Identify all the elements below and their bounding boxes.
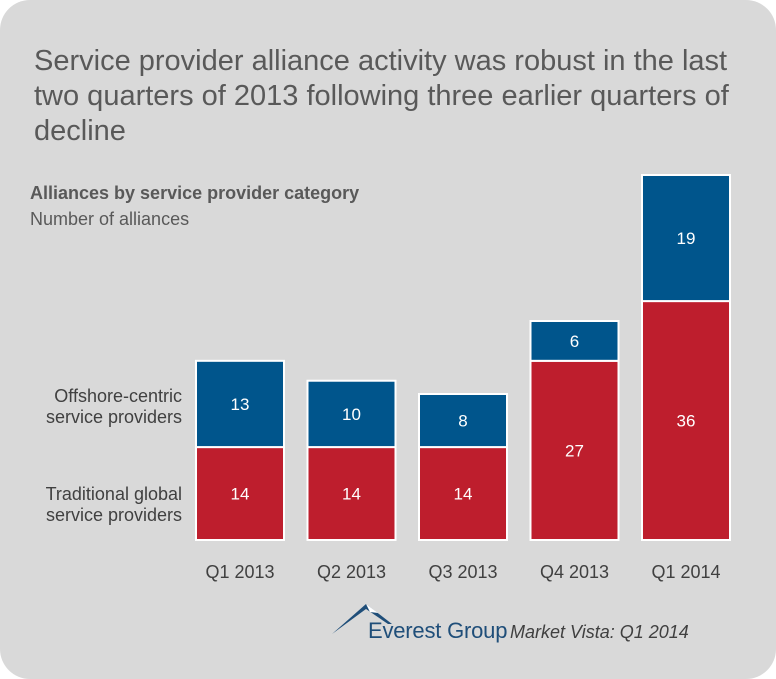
brand-name: Everest Group: [368, 618, 508, 643]
x-tick-label-2: Q2 2013: [317, 562, 386, 582]
footer: Everest Group Market Vista: Q1 2014: [330, 600, 770, 650]
bar-traditional-1: [195, 446, 285, 541]
legend-traditional: Traditional global service providers: [0, 484, 182, 526]
bar-offshore-3: [418, 393, 508, 449]
x-tick-label-4: Q4 2013: [540, 562, 609, 582]
bar-offshore-5: [641, 174, 731, 303]
data-label-offshore-3: 8: [458, 412, 467, 431]
bar-offshore-1: [195, 359, 285, 449]
chart-subtitle: Number of alliances: [30, 209, 190, 229]
data-label-traditional-3: 14: [454, 485, 473, 504]
x-tick-label-5: Q1 2014: [651, 562, 720, 582]
data-label-traditional-1: 14: [231, 485, 250, 504]
data-label-traditional-5: 36: [677, 412, 696, 431]
source-note: Market Vista: Q1 2014: [510, 622, 689, 642]
everest-mountain-logo-icon: [332, 604, 392, 634]
legend-traditional-line-2: service providers: [45, 505, 182, 525]
bar-traditional-3: [418, 446, 508, 541]
data-label-offshore-1: 13: [231, 395, 250, 414]
x-tick-label-3: Q3 2013: [428, 562, 497, 582]
data-label-traditional-4: 27: [565, 441, 584, 460]
headline: Service provider alliance activity was r…: [34, 45, 729, 147]
legend-offshore-line-2: service providers: [45, 407, 182, 427]
legend-offshore: Offshore-centric service providers: [0, 386, 182, 428]
bar-offshore-2: [306, 379, 397, 449]
chart-title: Alliances by service provider category: [30, 183, 360, 203]
data-label-offshore-2: 10: [342, 405, 361, 424]
legend-offshore-line-1: Offshore-centric: [54, 386, 182, 406]
bar-traditional-5: [641, 300, 731, 541]
x-tick-label-1: Q1 2013: [205, 562, 274, 582]
data-label-offshore-4: 6: [570, 332, 579, 351]
legend-traditional-line-1: Traditional global: [45, 484, 182, 504]
data-label-offshore-5: 19: [677, 229, 696, 248]
data-label-traditional-2: 14: [342, 485, 361, 504]
bar-offshore-4: [529, 320, 620, 362]
bar-traditional-4: [529, 359, 620, 541]
bar-traditional-2: [306, 446, 397, 541]
